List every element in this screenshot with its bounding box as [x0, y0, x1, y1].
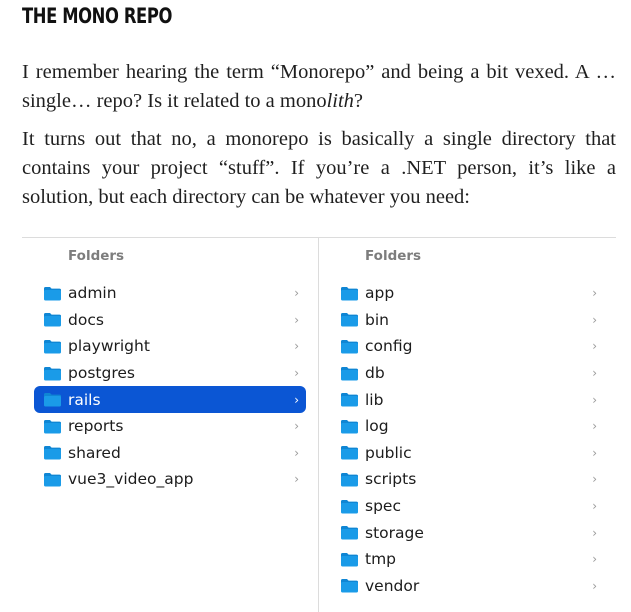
chevron-right-icon: ›	[294, 472, 299, 487]
folder-row-vue3-video-app[interactable]: vue3_video_app ›	[34, 466, 306, 493]
left-folder-list: admin › docs › playwright › postgres › rails › rep…	[22, 280, 318, 493]
folder-icon	[43, 312, 62, 327]
folder-icon	[340, 552, 359, 567]
folder-label: bin	[365, 310, 389, 329]
folder-row-postgres[interactable]: postgres ›	[34, 360, 306, 387]
folder-row-reports[interactable]: reports ›	[34, 413, 306, 440]
chevron-right-icon: ›	[294, 366, 299, 381]
paragraph-1: I remember hearing the term “Monorepo” a…	[22, 58, 616, 116]
folder-label: reports	[68, 417, 124, 436]
folder-row-app[interactable]: app ›	[331, 280, 604, 307]
folder-row-storage[interactable]: storage ›	[331, 519, 604, 546]
folder-icon	[340, 366, 359, 381]
left-column-header: Folders	[68, 248, 125, 264]
folder-icon	[340, 472, 359, 487]
folder-icon	[43, 392, 62, 407]
folder-icon	[43, 472, 62, 487]
folder-row-spec[interactable]: spec ›	[331, 493, 604, 520]
folder-row-log[interactable]: log ›	[331, 413, 604, 440]
folder-label: app	[365, 284, 395, 303]
folder-row-scripts[interactable]: scripts ›	[331, 466, 604, 493]
folder-label: spec	[365, 497, 401, 516]
folder-row-lib[interactable]: lib ›	[331, 386, 604, 413]
chevron-right-icon: ›	[592, 366, 597, 381]
folder-label: playwright	[68, 337, 150, 356]
chevron-right-icon: ›	[592, 472, 597, 487]
folder-label: lib	[365, 390, 384, 409]
right-folder-column[interactable]: Folders app › bin › config › db › lib › log › public…	[319, 238, 616, 612]
folder-row-rails[interactable]: rails ›	[34, 386, 306, 413]
folder-icon	[340, 339, 359, 354]
folder-label: storage	[365, 523, 424, 542]
chevron-right-icon: ›	[592, 499, 597, 514]
folder-label: admin	[68, 284, 117, 303]
chevron-right-icon: ›	[592, 339, 597, 354]
folder-row-shared[interactable]: shared ›	[34, 440, 306, 467]
paragraph-2: It turns out that no, a monorepo is basi…	[22, 128, 616, 208]
folder-icon	[43, 445, 62, 460]
chevron-right-icon: ›	[294, 286, 299, 301]
folder-icon	[340, 445, 359, 460]
folder-row-bin[interactable]: bin ›	[331, 307, 604, 334]
chevron-right-icon: ›	[294, 392, 299, 407]
folder-label: docs	[68, 310, 104, 329]
folder-row-tmp[interactable]: tmp ›	[331, 546, 604, 573]
paragraph-1-end: ?	[353, 90, 364, 112]
chevron-right-icon: ›	[592, 419, 597, 434]
folder-label: rails	[68, 390, 101, 409]
chevron-right-icon: ›	[592, 525, 597, 540]
folder-label: tmp	[365, 550, 397, 569]
chevron-right-icon: ›	[592, 578, 597, 593]
chevron-right-icon: ›	[592, 445, 597, 460]
folder-label: log	[365, 417, 389, 436]
paragraph-1-text: I remember hearing the term “Monorepo” a…	[22, 61, 616, 112]
folder-icon	[340, 419, 359, 434]
right-folder-list: app › bin › config › db › lib › log › public › scripts…	[319, 280, 616, 599]
folder-label: public	[365, 443, 412, 462]
folder-label: shared	[68, 443, 121, 462]
folder-icon	[340, 525, 359, 540]
folder-label: config	[365, 337, 413, 356]
folder-row-vendor[interactable]: vendor ›	[331, 573, 604, 600]
folder-row-docs[interactable]: docs ›	[34, 307, 306, 334]
folder-icon	[340, 312, 359, 327]
folder-row-public[interactable]: public ›	[331, 440, 604, 467]
folder-icon	[43, 286, 62, 301]
right-column-header: Folders	[365, 248, 422, 264]
folder-label: vendor	[365, 576, 420, 595]
folder-icon	[43, 339, 62, 354]
folder-row-db[interactable]: db ›	[331, 360, 604, 387]
section-heading: THE MONO REPO	[22, 4, 173, 28]
folder-icon	[340, 578, 359, 593]
folder-label: postgres	[68, 364, 135, 383]
paragraph-1-emphasis: lith	[326, 90, 354, 112]
folder-label: db	[365, 364, 385, 383]
chevron-right-icon: ›	[592, 552, 597, 567]
chevron-right-icon: ›	[592, 286, 597, 301]
finder-column-view: Folders admin › docs › playwright › postgres › r…	[22, 237, 616, 612]
chevron-right-icon: ›	[294, 445, 299, 460]
chevron-right-icon: ›	[592, 312, 597, 327]
folder-icon	[340, 286, 359, 301]
left-folder-column[interactable]: Folders admin › docs › playwright › postgres › r…	[22, 238, 319, 612]
folder-label: scripts	[365, 470, 417, 489]
folder-row-playwright[interactable]: playwright ›	[34, 333, 306, 360]
folder-label: vue3_video_app	[68, 470, 194, 489]
folder-icon	[43, 419, 62, 434]
folder-icon	[340, 499, 359, 514]
chevron-right-icon: ›	[294, 419, 299, 434]
folder-icon	[43, 366, 62, 381]
folder-row-admin[interactable]: admin ›	[34, 280, 306, 307]
chevron-right-icon: ›	[294, 339, 299, 354]
folder-row-config[interactable]: config ›	[331, 333, 604, 360]
chevron-right-icon: ›	[592, 392, 597, 407]
chevron-right-icon: ›	[294, 312, 299, 327]
folder-icon	[340, 392, 359, 407]
